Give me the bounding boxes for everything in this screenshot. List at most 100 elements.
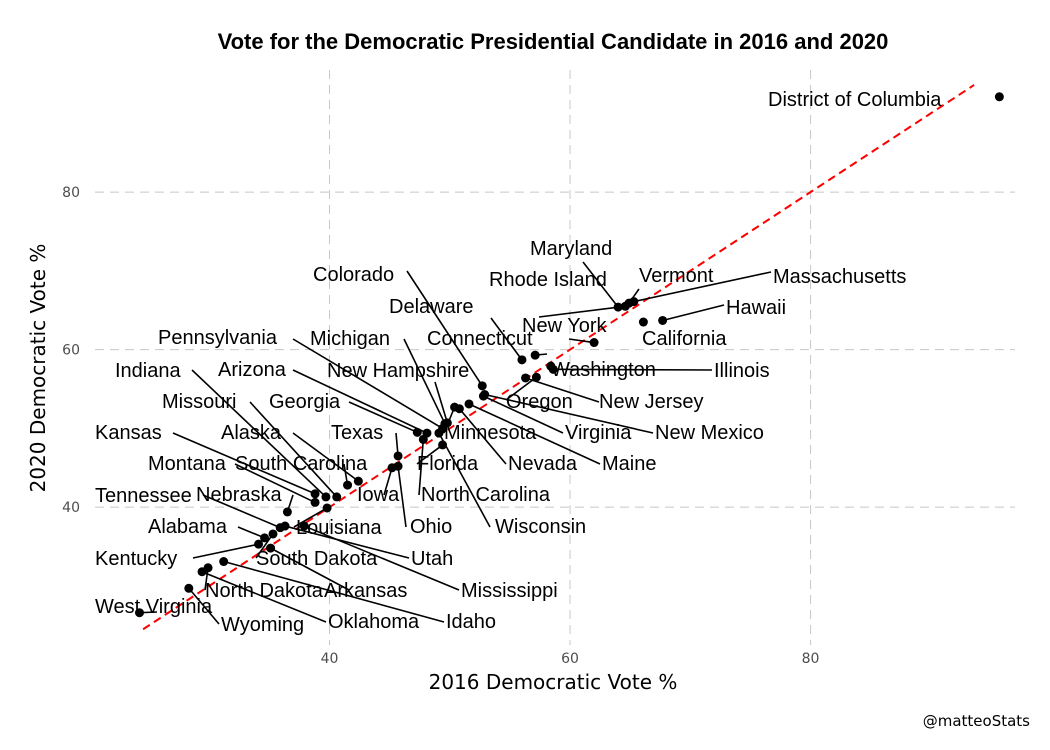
label-pennsylvania: Pennsylvania	[158, 327, 278, 349]
point-new-york	[589, 338, 599, 348]
leader-north-carolina	[418, 439, 425, 496]
leader-massachusetts	[633, 271, 772, 303]
leader-maryland	[582, 261, 619, 308]
leader-missouri	[249, 401, 338, 498]
label-district-of-columbia: District of Columbia	[768, 89, 942, 111]
leader-arizona	[292, 369, 428, 434]
leader-illinois	[553, 368, 713, 371]
label-virginia: Virginia	[565, 422, 632, 444]
point-tennessee	[275, 523, 285, 533]
label-new-mexico: New Mexico	[655, 422, 764, 444]
label-oregon: Oregon	[506, 391, 573, 413]
leader-colorado	[406, 270, 483, 387]
label-north-carolina: North Carolina	[421, 484, 551, 506]
label-tennessee: Tennessee	[95, 485, 192, 507]
label-maryland: Maryland	[530, 238, 612, 260]
point-texas	[393, 451, 403, 461]
leader-oklahoma	[201, 571, 327, 623]
point-rhode-island	[620, 301, 630, 311]
label-arkansas: Arkansas	[324, 580, 407, 602]
label-minnesota: Minnesota	[444, 422, 537, 444]
points	[134, 92, 1004, 618]
point-illinois	[548, 364, 558, 374]
point-california	[638, 317, 648, 327]
y-tick-label: 40	[62, 500, 80, 516]
point-connecticut	[530, 350, 540, 360]
label-idaho: Idaho	[446, 611, 496, 633]
leader-ohio	[397, 466, 407, 528]
label-new-york: New York	[522, 315, 607, 337]
leader-kansas	[172, 432, 316, 495]
leader-delaware	[490, 317, 523, 361]
point-indiana	[321, 492, 331, 502]
tick-labels: 40 60 80 40 60 80	[62, 185, 819, 667]
point-iowa	[387, 463, 397, 473]
label-california: California	[642, 328, 727, 350]
point-georgia	[412, 427, 422, 437]
label-arizona: Arizona	[218, 359, 287, 381]
x-tick-label: 80	[802, 651, 820, 667]
label-mississippi: Mississippi	[461, 580, 558, 602]
point-minnesota	[450, 402, 460, 412]
label-west-virginia: West Virginia	[95, 596, 213, 618]
label-massachusetts: Massachusetts	[773, 266, 906, 288]
label-delaware: Delaware	[389, 296, 473, 318]
leader-lines	[139, 261, 772, 625]
leader-new-jersey	[525, 377, 600, 403]
y-axis-label: 2020 Democratic Vote %	[26, 244, 50, 493]
leader-south-dakota	[255, 533, 274, 559]
leader-louisiana	[293, 507, 328, 528]
leader-new-mexico	[484, 393, 654, 434]
point-colorado	[477, 381, 487, 391]
label-nebraska: Nebraska	[196, 484, 282, 506]
point-arkansas	[266, 543, 276, 553]
label-texas: Texas	[331, 422, 383, 444]
point-mississippi	[299, 521, 309, 531]
leader-rhode-island	[538, 305, 626, 318]
label-new-jersey: New Jersey	[599, 391, 703, 413]
x-axis-label: 2016 Democratic Vote %	[429, 670, 678, 694]
leader-georgia	[348, 401, 418, 434]
leader-utah	[284, 525, 410, 559]
label-georgia: Georgia	[269, 391, 341, 413]
label-kentucky: Kentucky	[95, 548, 177, 570]
leader-wyoming	[188, 587, 220, 625]
leader-florida	[416, 444, 444, 465]
label-maine: Maine	[602, 453, 656, 475]
reference-line	[142, 84, 975, 631]
leader-indiana	[191, 369, 327, 498]
leader-iowa	[383, 467, 393, 496]
label-ohio: Ohio	[410, 516, 452, 538]
leader-tennessee	[202, 494, 281, 529]
point-wyoming	[184, 583, 194, 593]
point-oklahoma	[197, 567, 207, 577]
label-alabama: Alabama	[148, 516, 228, 538]
point-louisiana	[322, 503, 332, 513]
label-oklahoma: Oklahoma	[328, 611, 420, 633]
point-montana	[310, 497, 320, 507]
source-caption: @matteoStats	[922, 712, 1030, 730]
leader-oregon	[505, 376, 537, 401]
point-idaho	[219, 557, 229, 567]
label-hawaii: Hawaii	[726, 297, 786, 319]
point-kansas	[310, 489, 320, 499]
label-colorado: Colorado	[313, 264, 394, 286]
label-new-hampshire: New Hampshire	[327, 360, 469, 382]
point-south-dakota	[268, 529, 278, 539]
label-north-dakota: North Dakota	[205, 580, 324, 602]
point-alabama	[260, 533, 270, 543]
identity-line	[142, 84, 975, 631]
label-connecticut: Connecticut	[427, 328, 533, 350]
point-kentucky	[254, 539, 264, 549]
label-indiana: Indiana	[115, 360, 181, 382]
leader-wisconsin	[438, 432, 491, 528]
leader-virginia	[483, 395, 564, 434]
grid	[95, 70, 1015, 645]
label-kansas: Kansas	[95, 422, 162, 444]
chart-title: Vote for the Democratic Presidential Can…	[218, 29, 889, 54]
label-missouri: Missouri	[162, 391, 236, 413]
leader-montana	[234, 463, 316, 504]
label-south-carolina: South Carolina	[235, 453, 368, 475]
label-rhode-island: Rhode Island	[489, 269, 607, 291]
